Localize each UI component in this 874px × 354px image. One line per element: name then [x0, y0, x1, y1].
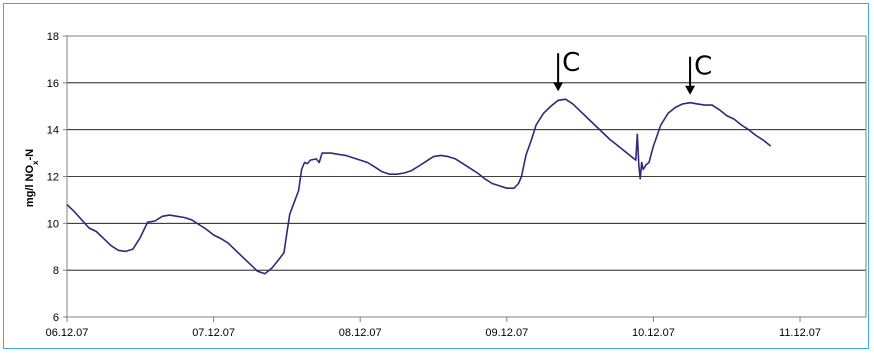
chart-frame — [3, 3, 869, 349]
y-axis-ticks: 6 8 10 12 14 16 18 — [47, 31, 67, 324]
x-tick-label: 10.12.07 — [632, 327, 675, 339]
series-line — [66, 98, 772, 275]
y-tick-label: 14 — [47, 125, 59, 137]
y-tick-label: 16 — [47, 78, 59, 90]
series-layer — [66, 98, 772, 275]
x-tick-label: 09.12.07 — [485, 327, 528, 339]
annotation-arrow-head — [553, 82, 564, 92]
gridlines — [67, 35, 866, 271]
annotation-marker: C — [553, 48, 580, 92]
y-tick-label: 18 — [47, 31, 59, 43]
annotation-label: C — [562, 48, 580, 78]
y-axis-title: mg/l NOx-N — [24, 149, 40, 207]
y-tick-label: 10 — [47, 218, 59, 230]
y-axis-title-subscript: x — [31, 160, 40, 165]
y-tick-label: 8 — [53, 265, 59, 277]
x-tick-label: 11.12.07 — [779, 327, 821, 339]
y-tick-label: 6 — [53, 312, 59, 324]
x-axis-ticks: 06.12.07 07.12.07 08.12.07 09.12.07 10.12.07… — [46, 317, 821, 339]
annotation-arrow-head — [685, 85, 696, 95]
y-tick-label: 12 — [47, 172, 59, 184]
x-tick-label: 08.12.07 — [339, 327, 382, 339]
x-tick-label: 06.12.07 — [46, 327, 89, 339]
y-axis-title-main: mg/l NO — [24, 165, 36, 208]
annotation-label: C — [694, 52, 712, 82]
x-tick-label: 07.12.07 — [192, 327, 235, 339]
annotation-marker: C — [685, 52, 712, 95]
y-axis-title-tail: -N — [24, 149, 36, 161]
